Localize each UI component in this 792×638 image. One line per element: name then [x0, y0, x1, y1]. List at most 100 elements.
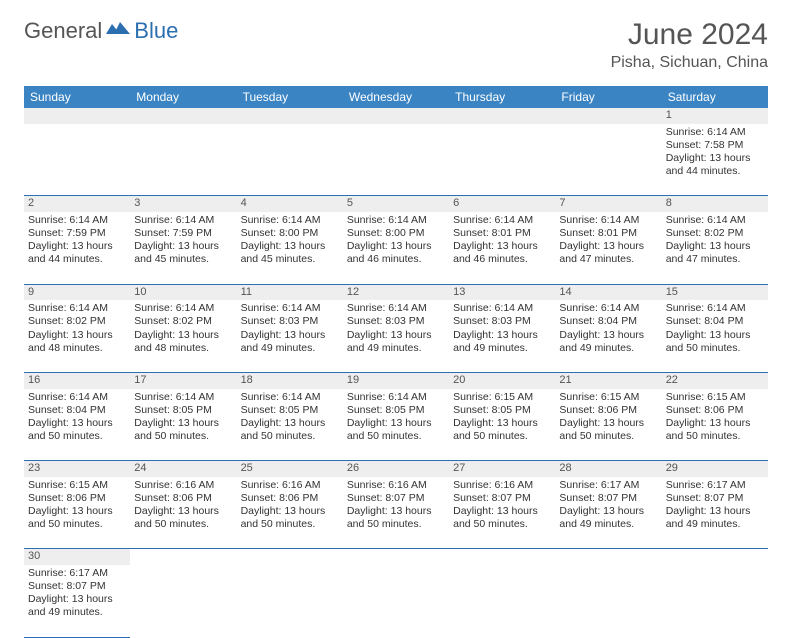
day-number: 12	[343, 284, 449, 300]
sunset-line: Sunset: 8:06 PM	[28, 492, 126, 505]
empty-daynum	[555, 549, 661, 565]
empty-cell	[449, 565, 555, 637]
daylight-line: Daylight: 13 hours and 50 minutes.	[666, 417, 764, 443]
sunset-line: Sunset: 8:00 PM	[347, 227, 445, 240]
day-number: 5	[343, 196, 449, 212]
empty-cell	[130, 565, 236, 637]
sunset-line: Sunset: 8:02 PM	[666, 227, 764, 240]
empty-cell	[555, 565, 661, 637]
day-cell: Sunrise: 6:15 AMSunset: 8:05 PMDaylight:…	[449, 389, 555, 461]
day-number: 22	[662, 372, 768, 388]
daylight-line: Daylight: 13 hours and 50 minutes.	[28, 505, 126, 531]
day-number: 8	[662, 196, 768, 212]
empty-cell	[343, 565, 449, 637]
sunset-line: Sunset: 8:01 PM	[453, 227, 551, 240]
empty-daynum	[449, 108, 555, 124]
logo: General Blue	[24, 18, 178, 44]
empty-cell	[449, 124, 555, 196]
sunrise-line: Sunrise: 6:14 AM	[666, 214, 764, 227]
sunset-line: Sunset: 8:06 PM	[559, 404, 657, 417]
sunrise-line: Sunrise: 6:14 AM	[559, 302, 657, 315]
sunrise-line: Sunrise: 6:14 AM	[134, 214, 232, 227]
sunset-line: Sunset: 8:05 PM	[134, 404, 232, 417]
empty-cell	[662, 565, 768, 637]
sunrise-line: Sunrise: 6:14 AM	[666, 126, 764, 139]
day-number: 13	[449, 284, 555, 300]
empty-daynum	[130, 549, 236, 565]
day-number: 9	[24, 284, 130, 300]
sunset-line: Sunset: 8:07 PM	[28, 580, 126, 593]
daylight-line: Daylight: 13 hours and 47 minutes.	[666, 240, 764, 266]
location: Pisha, Sichuan, China	[611, 54, 768, 72]
sunrise-line: Sunrise: 6:14 AM	[453, 302, 551, 315]
logo-text-blue: Blue	[134, 18, 178, 44]
daynum-row: 16171819202122	[24, 372, 768, 388]
daynum-row: 30	[24, 549, 768, 565]
sunrise-line: Sunrise: 6:14 AM	[347, 214, 445, 227]
sunset-line: Sunset: 8:05 PM	[241, 404, 339, 417]
day-cell: Sunrise: 6:14 AMSunset: 8:00 PMDaylight:…	[343, 212, 449, 284]
day-cell: Sunrise: 6:14 AMSunset: 7:59 PMDaylight:…	[24, 212, 130, 284]
sunrise-line: Sunrise: 6:14 AM	[559, 214, 657, 227]
sunset-line: Sunset: 8:03 PM	[453, 315, 551, 328]
day-number: 11	[237, 284, 343, 300]
content-row: Sunrise: 6:14 AMSunset: 8:04 PMDaylight:…	[24, 389, 768, 461]
day-number: 30	[24, 549, 130, 565]
day-number: 21	[555, 372, 661, 388]
sunrise-line: Sunrise: 6:14 AM	[666, 302, 764, 315]
day-number: 27	[449, 461, 555, 477]
weekday-header: Sunday	[24, 86, 130, 108]
sunset-line: Sunset: 8:02 PM	[134, 315, 232, 328]
month-title: June 2024	[611, 18, 768, 52]
empty-daynum	[449, 549, 555, 565]
day-cell: Sunrise: 6:15 AMSunset: 8:06 PMDaylight:…	[662, 389, 768, 461]
day-number: 14	[555, 284, 661, 300]
sunrise-line: Sunrise: 6:15 AM	[666, 391, 764, 404]
sunrise-line: Sunrise: 6:14 AM	[28, 214, 126, 227]
daylight-line: Daylight: 13 hours and 46 minutes.	[347, 240, 445, 266]
sunset-line: Sunset: 8:07 PM	[666, 492, 764, 505]
daylight-line: Daylight: 13 hours and 48 minutes.	[134, 329, 232, 355]
empty-daynum	[343, 108, 449, 124]
sunrise-line: Sunrise: 6:16 AM	[241, 479, 339, 492]
sunset-line: Sunset: 8:03 PM	[347, 315, 445, 328]
day-cell: Sunrise: 6:17 AMSunset: 8:07 PMDaylight:…	[555, 477, 661, 549]
empty-daynum	[662, 549, 768, 565]
logo-text-general: General	[24, 18, 102, 44]
daylight-line: Daylight: 13 hours and 49 minutes.	[559, 505, 657, 531]
sunset-line: Sunset: 8:02 PM	[28, 315, 126, 328]
daylight-line: Daylight: 13 hours and 50 minutes.	[666, 329, 764, 355]
sunrise-line: Sunrise: 6:14 AM	[134, 391, 232, 404]
sunset-line: Sunset: 8:05 PM	[453, 404, 551, 417]
day-cell: Sunrise: 6:14 AMSunset: 8:04 PMDaylight:…	[24, 389, 130, 461]
daylight-line: Daylight: 13 hours and 49 minutes.	[28, 593, 126, 619]
daylight-line: Daylight: 13 hours and 50 minutes.	[347, 417, 445, 443]
empty-daynum	[24, 108, 130, 124]
sunrise-line: Sunrise: 6:16 AM	[453, 479, 551, 492]
daylight-line: Daylight: 13 hours and 45 minutes.	[241, 240, 339, 266]
day-number: 10	[130, 284, 236, 300]
empty-daynum	[130, 108, 236, 124]
day-cell: Sunrise: 6:14 AMSunset: 8:03 PMDaylight:…	[449, 300, 555, 372]
empty-daynum	[555, 108, 661, 124]
day-number: 1	[662, 108, 768, 124]
day-cell: Sunrise: 6:14 AMSunset: 8:05 PMDaylight:…	[130, 389, 236, 461]
day-number: 29	[662, 461, 768, 477]
daylight-line: Daylight: 13 hours and 45 minutes.	[134, 240, 232, 266]
day-number: 7	[555, 196, 661, 212]
day-cell: Sunrise: 6:14 AMSunset: 8:02 PMDaylight:…	[24, 300, 130, 372]
daynum-row: 2345678	[24, 196, 768, 212]
sunrise-line: Sunrise: 6:14 AM	[241, 214, 339, 227]
day-cell: Sunrise: 6:14 AMSunset: 8:03 PMDaylight:…	[237, 300, 343, 372]
sunset-line: Sunset: 8:01 PM	[559, 227, 657, 240]
day-cell: Sunrise: 6:14 AMSunset: 8:05 PMDaylight:…	[343, 389, 449, 461]
day-cell: Sunrise: 6:14 AMSunset: 8:05 PMDaylight:…	[237, 389, 343, 461]
daynum-row: 1	[24, 108, 768, 124]
day-cell: Sunrise: 6:15 AMSunset: 8:06 PMDaylight:…	[555, 389, 661, 461]
daynum-row: 23242526272829	[24, 461, 768, 477]
weekday-header-row: SundayMondayTuesdayWednesdayThursdayFrid…	[24, 86, 768, 108]
sunset-line: Sunset: 8:07 PM	[453, 492, 551, 505]
content-row: Sunrise: 6:14 AMSunset: 7:59 PMDaylight:…	[24, 212, 768, 284]
day-number: 6	[449, 196, 555, 212]
empty-cell	[24, 124, 130, 196]
